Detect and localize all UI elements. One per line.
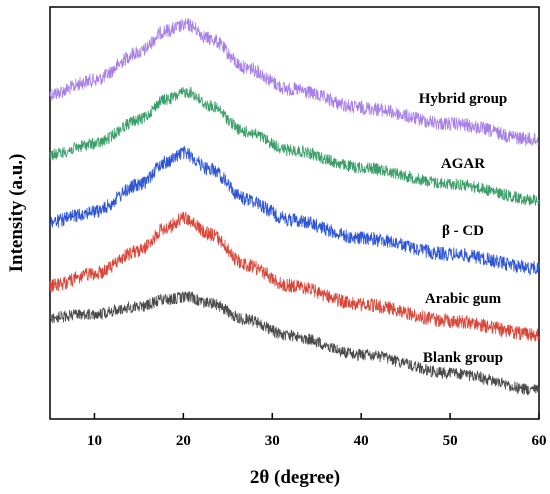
x-tick-label-60: 60: [532, 433, 547, 449]
x-axis-ticks: 10 20 30 40 50 60: [87, 413, 547, 449]
series-label-hybrid-group: Hybrid group: [419, 91, 508, 107]
y-axis-title: Intensity (a.u.): [6, 154, 27, 273]
x-tick-label-30: 30: [265, 433, 280, 449]
x-tick-label-40: 40: [354, 433, 369, 449]
series-labels: Hybrid group AGAR β - CD Arabic gum Blank gr…: [419, 91, 508, 366]
trace-agar: [49, 86, 540, 206]
series-label-cd: β - CD: [442, 223, 484, 239]
x-tick-label-20: 20: [176, 433, 191, 449]
trace-arabic-gum: [49, 211, 540, 342]
trace-cd: [49, 146, 540, 276]
x-tick-label-10: 10: [87, 433, 102, 449]
series-traces: [49, 17, 540, 396]
series-label-blank-group: Blank group: [423, 350, 503, 366]
x-tick-label-50: 50: [443, 433, 458, 449]
trace-blank-group: [49, 291, 540, 396]
plot-area-frame: [49, 6, 540, 420]
series-label-agar: AGAR: [441, 156, 485, 172]
x-axis-title: 2θ (degree): [250, 467, 340, 488]
trace-hybrid-group: [49, 17, 540, 147]
series-label-arabic-gum: Arabic gum: [425, 291, 502, 307]
